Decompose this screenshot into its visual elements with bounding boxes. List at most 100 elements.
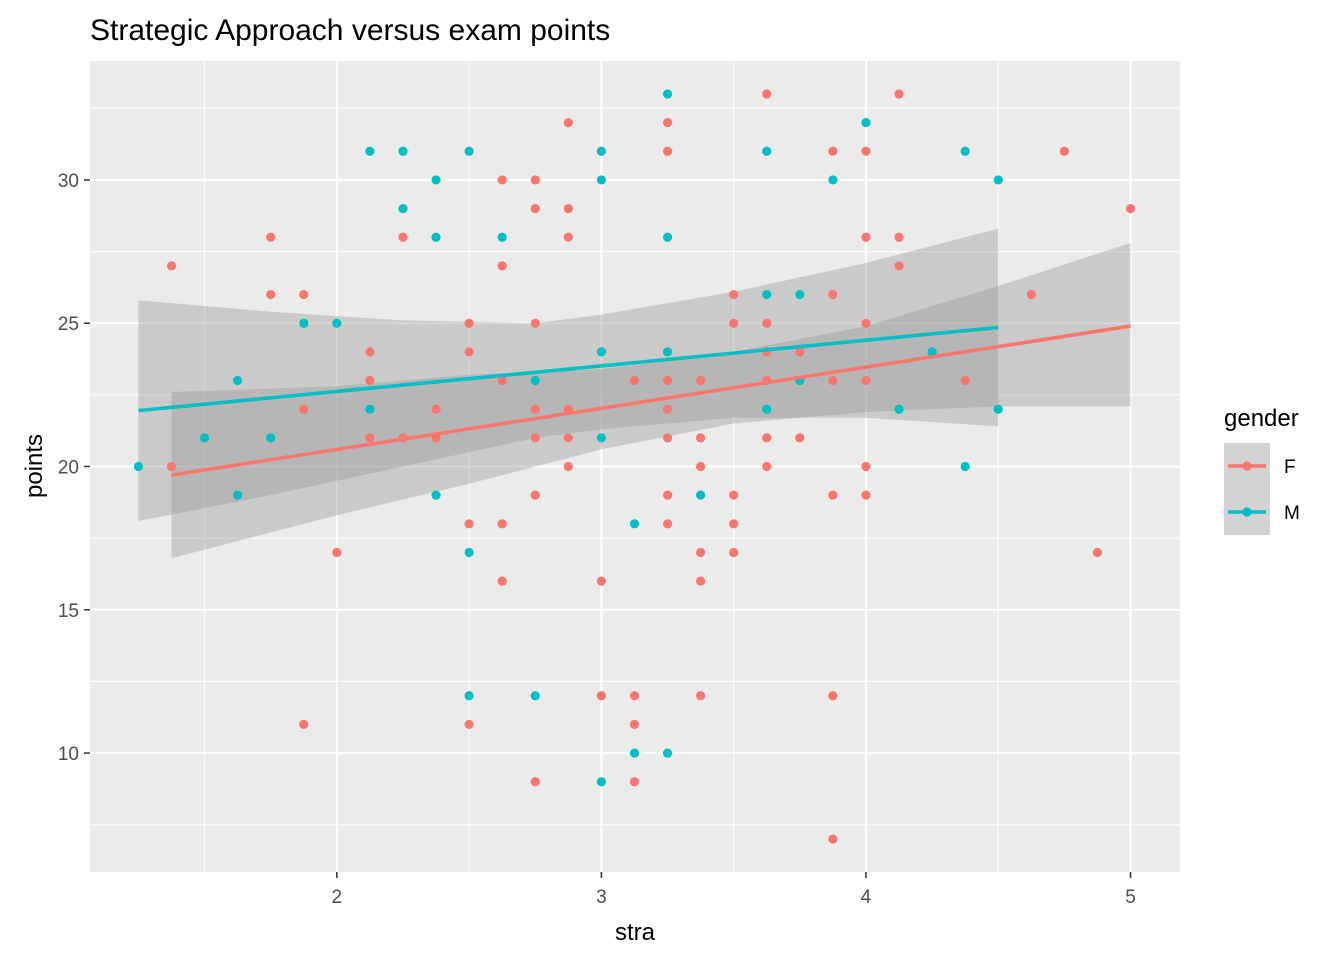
data-point-f <box>398 232 408 242</box>
data-point-f <box>166 461 177 472</box>
legend-point-f <box>1242 461 1252 471</box>
data-point-f <box>696 576 706 586</box>
data-point-m <box>993 175 1003 185</box>
y-tick-label: 20 <box>58 458 79 479</box>
data-point-m <box>762 146 772 156</box>
data-point-f <box>497 175 507 185</box>
data-point-m <box>464 691 474 701</box>
x-tick-label: 2 <box>332 887 343 908</box>
data-point-f <box>596 691 607 701</box>
data-point-f <box>166 261 177 271</box>
data-point-m <box>464 146 474 156</box>
regression-line-m <box>138 325 999 413</box>
data-point-m <box>662 232 673 242</box>
data-point-f <box>894 89 904 99</box>
data-point-m <box>762 404 772 414</box>
data-point-m <box>365 146 375 156</box>
data-point-m <box>596 433 607 443</box>
data-point-f <box>762 461 772 472</box>
data-point-f <box>828 490 838 500</box>
data-point-f <box>497 519 507 529</box>
data-points <box>133 89 1136 844</box>
data-point-f <box>629 777 640 787</box>
data-point-f <box>696 433 706 443</box>
data-point-m <box>960 146 970 156</box>
data-point-m <box>199 433 210 443</box>
data-point-f <box>662 490 673 500</box>
data-point-m <box>762 289 772 300</box>
y-axis-ticks: 10 15 20 25 30 <box>58 171 90 765</box>
data-point-f <box>563 118 573 128</box>
data-point-f <box>629 719 640 730</box>
legend-label-m: M <box>1284 503 1300 524</box>
data-point-f <box>629 375 640 386</box>
data-point-f <box>530 175 540 185</box>
data-point-f <box>299 404 309 414</box>
data-point-f <box>894 261 904 271</box>
data-point-f <box>729 490 739 500</box>
data-point-m <box>861 118 871 128</box>
data-point-m <box>299 318 309 328</box>
legend-point-m <box>1242 507 1252 517</box>
data-point-f <box>530 777 540 787</box>
data-point-f <box>365 375 375 386</box>
data-point-f <box>464 347 474 357</box>
data-point-m <box>431 175 441 185</box>
data-point-f <box>894 232 904 242</box>
data-point-m <box>795 289 805 300</box>
data-point-m <box>960 461 970 472</box>
data-point-m <box>662 748 673 758</box>
data-point-f <box>530 203 540 214</box>
data-point-m <box>497 232 507 242</box>
data-point-m <box>596 777 607 787</box>
data-point-f <box>662 404 673 414</box>
legend: gender F M <box>1224 405 1300 535</box>
data-point-f <box>662 375 673 386</box>
data-point-m <box>629 748 640 758</box>
legend-title: gender <box>1224 405 1299 432</box>
data-point-f <box>696 691 706 701</box>
data-point-f <box>696 547 706 558</box>
data-point-f <box>1092 547 1103 558</box>
data-point-f <box>762 433 772 443</box>
regression-lines <box>138 324 1131 477</box>
data-point-f <box>828 289 838 300</box>
data-point-f <box>861 146 871 156</box>
x-tick-label: 5 <box>1125 887 1136 908</box>
data-point-f <box>563 433 573 443</box>
data-point-f <box>828 375 838 386</box>
data-point-f <box>1125 203 1136 214</box>
x-axis-title: stra <box>615 919 656 946</box>
x-tick-label: 4 <box>861 887 872 908</box>
data-point-f <box>828 834 838 844</box>
data-point-f <box>497 576 507 586</box>
data-point-f <box>365 347 375 357</box>
data-point-f <box>696 375 706 386</box>
data-point-m <box>365 404 375 414</box>
data-point-m <box>464 547 474 558</box>
data-point-f <box>497 261 507 271</box>
data-point-f <box>464 519 474 529</box>
y-tick-label: 10 <box>58 744 79 765</box>
regression-line-f <box>171 324 1131 477</box>
y-tick-label: 30 <box>58 171 79 192</box>
data-point-f <box>299 289 309 300</box>
data-point-f <box>662 519 673 529</box>
y-axis-title: points <box>21 434 48 498</box>
data-point-f <box>1059 146 1069 156</box>
data-point-f <box>861 490 871 500</box>
data-point-f <box>861 461 871 472</box>
legend-label-f: F <box>1284 457 1296 478</box>
data-point-m <box>398 203 408 214</box>
data-point-f <box>563 203 573 214</box>
data-point-m <box>662 347 673 357</box>
data-point-f <box>299 719 309 730</box>
data-point-m <box>233 375 243 386</box>
data-point-f <box>596 576 607 586</box>
data-point-f <box>696 461 706 472</box>
data-point-m <box>332 318 342 328</box>
data-point-m <box>596 146 607 156</box>
chart-title: Strategic Approach versus exam points <box>90 14 610 47</box>
y-tick-label: 15 <box>58 601 79 622</box>
